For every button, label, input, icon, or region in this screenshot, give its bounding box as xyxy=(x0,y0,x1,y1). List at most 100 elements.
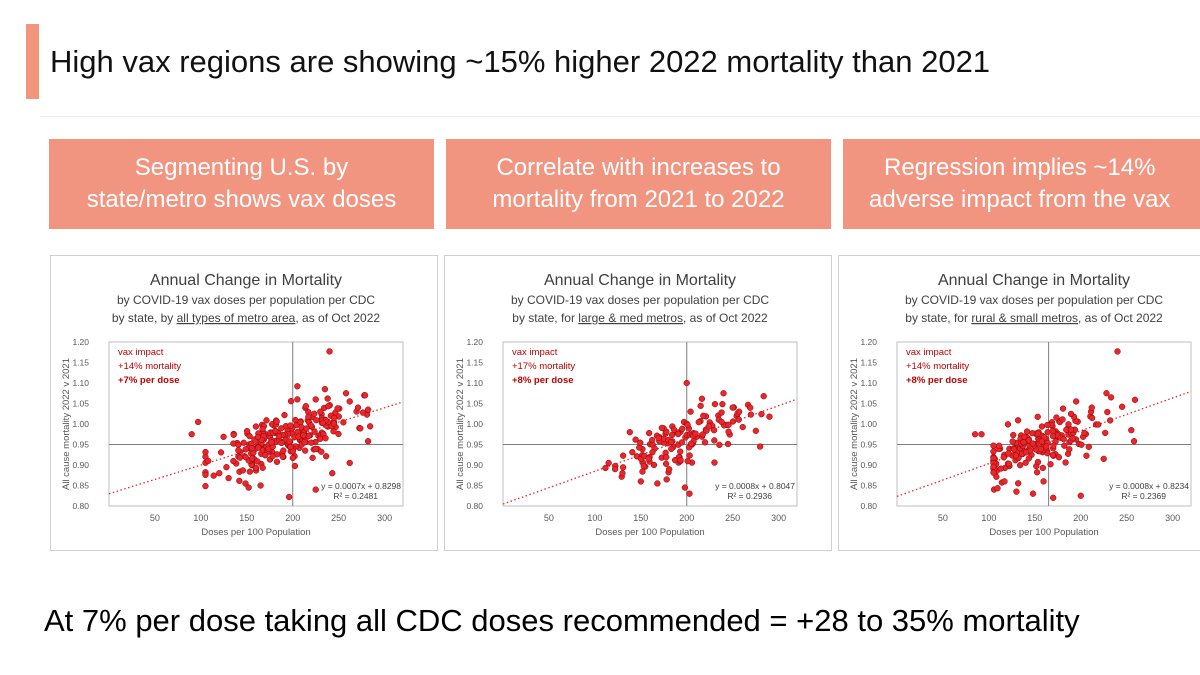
data-point xyxy=(223,464,230,471)
chart-subtitle-segment: by state, by all types of metro area, as… xyxy=(112,311,380,325)
data-point xyxy=(324,395,331,402)
plot-area xyxy=(108,341,404,507)
y-tick-label: 1.15 xyxy=(860,358,877,368)
data-point xyxy=(990,448,997,455)
data-point xyxy=(735,408,743,415)
data-point xyxy=(747,411,755,418)
data-point xyxy=(242,453,249,461)
data-point xyxy=(285,493,293,501)
slide-title: High vax regions are showing ~15% higher… xyxy=(50,44,991,79)
data-point xyxy=(1049,427,1056,435)
header-box-line: Regression implies ~14% xyxy=(883,154,1156,181)
data-point xyxy=(323,453,330,460)
data-point xyxy=(668,431,676,439)
y-tick-label: 0.80 xyxy=(72,501,89,511)
data-point xyxy=(235,441,242,449)
data-point xyxy=(252,464,260,472)
chart-subtitle: by COVID-19 vax doses per population per… xyxy=(905,293,1163,307)
chart-subtitle: by COVID-19 vax doses per population per… xyxy=(117,293,375,307)
data-point xyxy=(259,464,266,471)
x-axis-label: Doses per 100 Population xyxy=(595,527,704,538)
chart-subtitle-segment: by state, for rural & small metros, as o… xyxy=(905,311,1163,325)
data-point xyxy=(1020,439,1027,446)
data-point xyxy=(619,464,627,471)
data-point xyxy=(294,396,301,403)
x-tick-label: 250 xyxy=(331,513,346,523)
data-point xyxy=(346,459,353,467)
data-point xyxy=(1034,430,1042,437)
data-point xyxy=(629,449,636,456)
data-point xyxy=(640,462,647,470)
data-point xyxy=(317,435,324,442)
data-point xyxy=(1029,440,1036,447)
data-point xyxy=(650,461,658,469)
data-point xyxy=(1044,421,1051,429)
x-tick-label: 100 xyxy=(981,513,996,523)
data-point xyxy=(724,440,732,448)
data-point xyxy=(1130,438,1138,445)
data-point xyxy=(663,476,670,483)
data-point xyxy=(637,478,644,485)
data-point xyxy=(637,439,644,446)
data-point xyxy=(220,433,227,440)
data-point xyxy=(321,386,329,393)
data-point xyxy=(766,413,773,420)
data-point xyxy=(718,418,725,426)
data-point xyxy=(1062,459,1069,466)
data-point xyxy=(758,411,765,418)
data-point xyxy=(287,443,294,451)
data-point xyxy=(699,431,706,438)
data-point xyxy=(1005,460,1013,468)
scatter-chart: Annual Change in Mortality by COVID-19 va… xyxy=(849,272,1192,538)
data-point xyxy=(700,412,707,419)
data-point xyxy=(254,433,262,441)
x-tick-label: 150 xyxy=(633,513,648,523)
x-axis-label: Doses per 100 Population xyxy=(201,527,310,538)
y-tick-label: 0.95 xyxy=(72,440,89,450)
data-point xyxy=(684,457,691,465)
x-tick-label: 250 xyxy=(1119,513,1134,523)
scatter-chart: Annual Change in Mortality by COVID-19 va… xyxy=(455,272,798,538)
vax-impact-annotation: +14% mortality xyxy=(118,361,181,372)
data-point xyxy=(1029,490,1037,497)
data-point xyxy=(729,404,736,411)
data-point xyxy=(1102,429,1109,437)
data-point xyxy=(996,442,1003,449)
trendline xyxy=(896,390,1192,498)
y-tick-label: 1.10 xyxy=(72,378,89,388)
vax-impact-annotation: +8% per dose xyxy=(906,375,968,386)
y-tick-label: 1.00 xyxy=(466,419,483,429)
data-point xyxy=(257,482,264,489)
y-tick-label: 0.85 xyxy=(72,481,89,491)
data-point xyxy=(1000,454,1007,461)
vax-impact-annotation: +14% mortality xyxy=(906,361,969,372)
data-point xyxy=(1016,462,1024,469)
data-point xyxy=(263,417,270,424)
data-point xyxy=(1009,438,1016,445)
data-point xyxy=(1073,398,1080,405)
data-point xyxy=(242,446,249,453)
data-point xyxy=(342,390,350,397)
data-point xyxy=(663,454,670,461)
data-point xyxy=(1066,446,1073,453)
data-point xyxy=(188,431,195,438)
data-point xyxy=(725,421,732,428)
data-point xyxy=(683,379,690,387)
data-point xyxy=(225,474,232,482)
data-point xyxy=(1118,403,1126,410)
data-point xyxy=(1033,469,1041,476)
x-tick-label: 50 xyxy=(544,513,554,523)
data-point xyxy=(280,447,287,454)
data-point xyxy=(1095,421,1102,428)
data-point xyxy=(259,425,266,433)
data-point xyxy=(645,455,652,462)
data-point xyxy=(236,477,243,484)
data-point xyxy=(305,413,312,420)
data-point xyxy=(246,468,254,475)
data-point xyxy=(752,427,759,434)
data-point xyxy=(649,436,656,444)
data-point xyxy=(686,490,693,497)
data-point xyxy=(202,471,209,479)
plot-area xyxy=(896,341,1192,507)
data-point xyxy=(645,429,653,437)
